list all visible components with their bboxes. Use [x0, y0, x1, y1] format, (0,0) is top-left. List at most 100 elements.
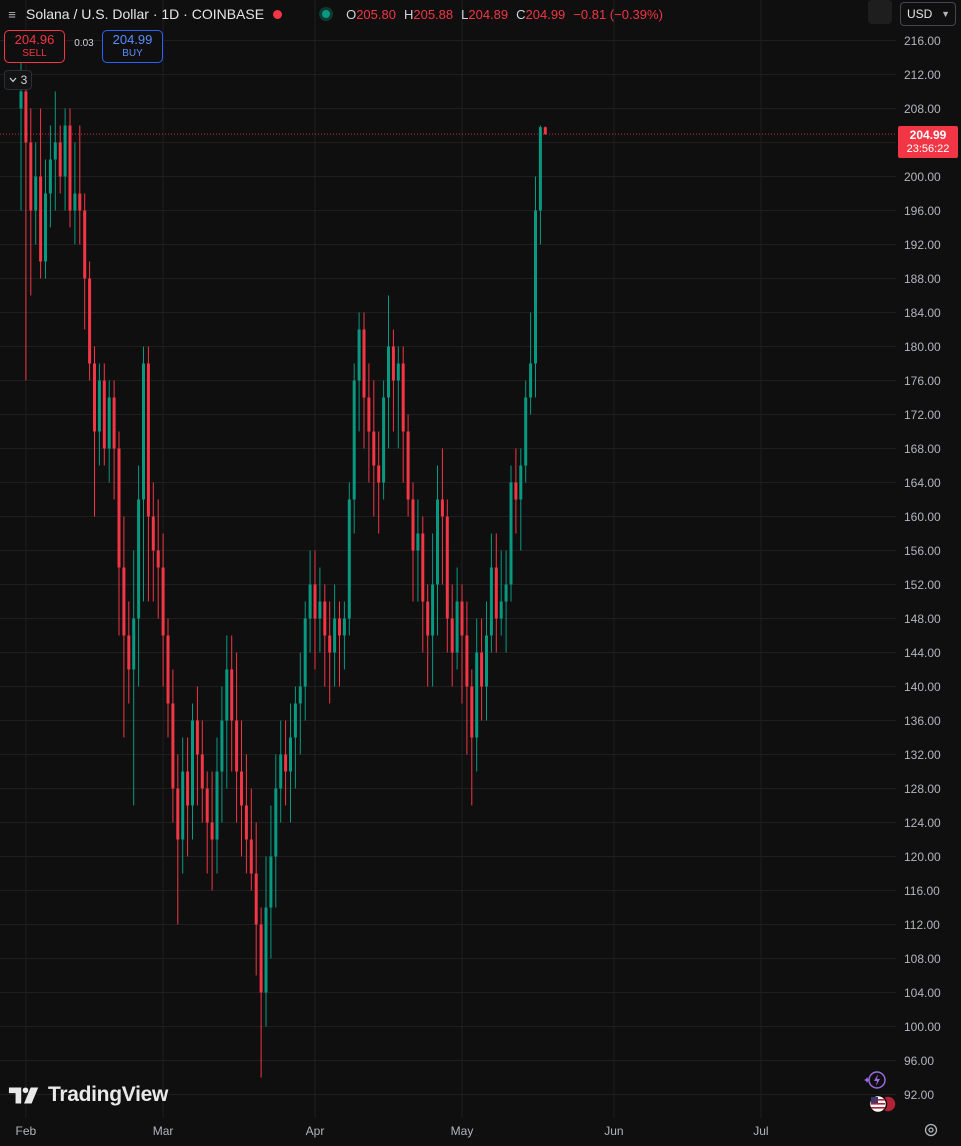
- candle[interactable]: [127, 601, 131, 704]
- us-flag-icon[interactable]: [867, 1094, 899, 1114]
- candle[interactable]: [509, 465, 513, 602]
- candle[interactable]: [475, 618, 479, 772]
- candle[interactable]: [93, 346, 96, 517]
- candle[interactable]: [88, 261, 92, 381]
- candle[interactable]: [274, 754, 278, 908]
- candle[interactable]: [396, 346, 400, 449]
- candle[interactable]: [426, 584, 430, 687]
- candle[interactable]: [406, 414, 410, 517]
- toolbar-icon[interactable]: [868, 0, 892, 24]
- candle[interactable]: [68, 108, 72, 228]
- candle[interactable]: [342, 601, 346, 670]
- candle[interactable]: [112, 380, 116, 500]
- candle[interactable]: [298, 652, 302, 755]
- candle[interactable]: [102, 363, 106, 466]
- indicators-collapse-button[interactable]: 3: [4, 70, 32, 90]
- candle[interactable]: [44, 159, 47, 279]
- candle[interactable]: [195, 686, 199, 806]
- candle[interactable]: [289, 703, 292, 823]
- candle[interactable]: [215, 737, 219, 874]
- time-axis[interactable]: Feb Mar Apr May Jun Jul: [0, 1118, 961, 1146]
- candle[interactable]: [318, 567, 322, 653]
- candle[interactable]: [39, 108, 43, 279]
- candlestick-chart[interactable]: [0, 0, 896, 1118]
- candle[interactable]: [357, 312, 361, 432]
- candle[interactable]: [489, 533, 493, 653]
- candle[interactable]: [519, 448, 523, 551]
- candle[interactable]: [176, 754, 180, 925]
- candle[interactable]: [485, 601, 488, 721]
- candle[interactable]: [338, 601, 341, 687]
- candle[interactable]: [293, 686, 297, 789]
- candle[interactable]: [29, 108, 33, 296]
- menu-icon[interactable]: ≡: [8, 6, 16, 22]
- candle[interactable]: [377, 431, 381, 534]
- candle[interactable]: [401, 346, 405, 483]
- candle[interactable]: [181, 737, 185, 874]
- candle[interactable]: [465, 601, 469, 755]
- candle[interactable]: [391, 329, 395, 432]
- candle[interactable]: [205, 771, 209, 874]
- candle[interactable]: [53, 91, 57, 211]
- candle[interactable]: [411, 482, 415, 602]
- candle[interactable]: [313, 550, 317, 670]
- candle[interactable]: [48, 125, 52, 228]
- candle[interactable]: [362, 312, 366, 449]
- candle[interactable]: [97, 363, 101, 466]
- candle[interactable]: [142, 346, 145, 602]
- candle[interactable]: [524, 380, 528, 483]
- candle[interactable]: [387, 295, 390, 449]
- candle[interactable]: [58, 125, 62, 194]
- candle[interactable]: [436, 465, 439, 636]
- tradingview-logo[interactable]: TradingView: [8, 1083, 168, 1107]
- candle[interactable]: [240, 720, 243, 857]
- candle[interactable]: [73, 142, 77, 245]
- candle[interactable]: [269, 805, 273, 959]
- candle[interactable]: [34, 142, 38, 245]
- candle[interactable]: [421, 516, 425, 653]
- candle[interactable]: [117, 431, 121, 636]
- candle[interactable]: [440, 448, 444, 585]
- candle[interactable]: [122, 516, 126, 738]
- candle[interactable]: [83, 193, 87, 330]
- candle[interactable]: [480, 618, 484, 721]
- candle[interactable]: [382, 380, 386, 500]
- candle[interactable]: [235, 652, 239, 823]
- candle[interactable]: [156, 499, 160, 619]
- candle[interactable]: [431, 533, 435, 687]
- candle[interactable]: [171, 669, 175, 823]
- buy-button[interactable]: 204.99 BUY: [102, 30, 163, 63]
- candle[interactable]: [308, 550, 312, 653]
- sell-button[interactable]: 204.96 SELL: [4, 30, 65, 63]
- candle[interactable]: [244, 754, 248, 874]
- candle[interactable]: [328, 601, 332, 704]
- symbol-title[interactable]: Solana / U.S. Dollar · 1D · COINBASE: [26, 6, 265, 22]
- chart-area[interactable]: [0, 0, 896, 1118]
- candle[interactable]: [78, 125, 82, 245]
- candle[interactable]: [161, 533, 165, 687]
- gear-icon[interactable]: [923, 1122, 939, 1138]
- candle[interactable]: [543, 126, 547, 135]
- price-axis[interactable]: 92.00 96.00 100.00 104.00 108.00 112.00 116.00…: [896, 30, 961, 1118]
- candle[interactable]: [200, 720, 204, 823]
- candle[interactable]: [303, 601, 307, 721]
- candle[interactable]: [132, 550, 136, 806]
- candle[interactable]: [499, 550, 503, 636]
- candle[interactable]: [514, 448, 518, 534]
- candle[interactable]: [24, 74, 28, 381]
- data-status-icon[interactable]: [322, 10, 331, 18]
- candle[interactable]: [445, 499, 449, 653]
- candle[interactable]: [230, 635, 234, 772]
- candle[interactable]: [191, 703, 194, 840]
- candle[interactable]: [323, 584, 327, 687]
- candle[interactable]: [455, 567, 459, 670]
- candle[interactable]: [529, 312, 533, 415]
- candle[interactable]: [186, 737, 190, 857]
- candle[interactable]: [372, 380, 376, 517]
- candle[interactable]: [249, 788, 253, 891]
- candle[interactable]: [166, 618, 170, 738]
- candle[interactable]: [367, 363, 371, 483]
- candle[interactable]: [470, 669, 474, 806]
- candle[interactable]: [352, 363, 356, 534]
- candle[interactable]: [347, 482, 351, 636]
